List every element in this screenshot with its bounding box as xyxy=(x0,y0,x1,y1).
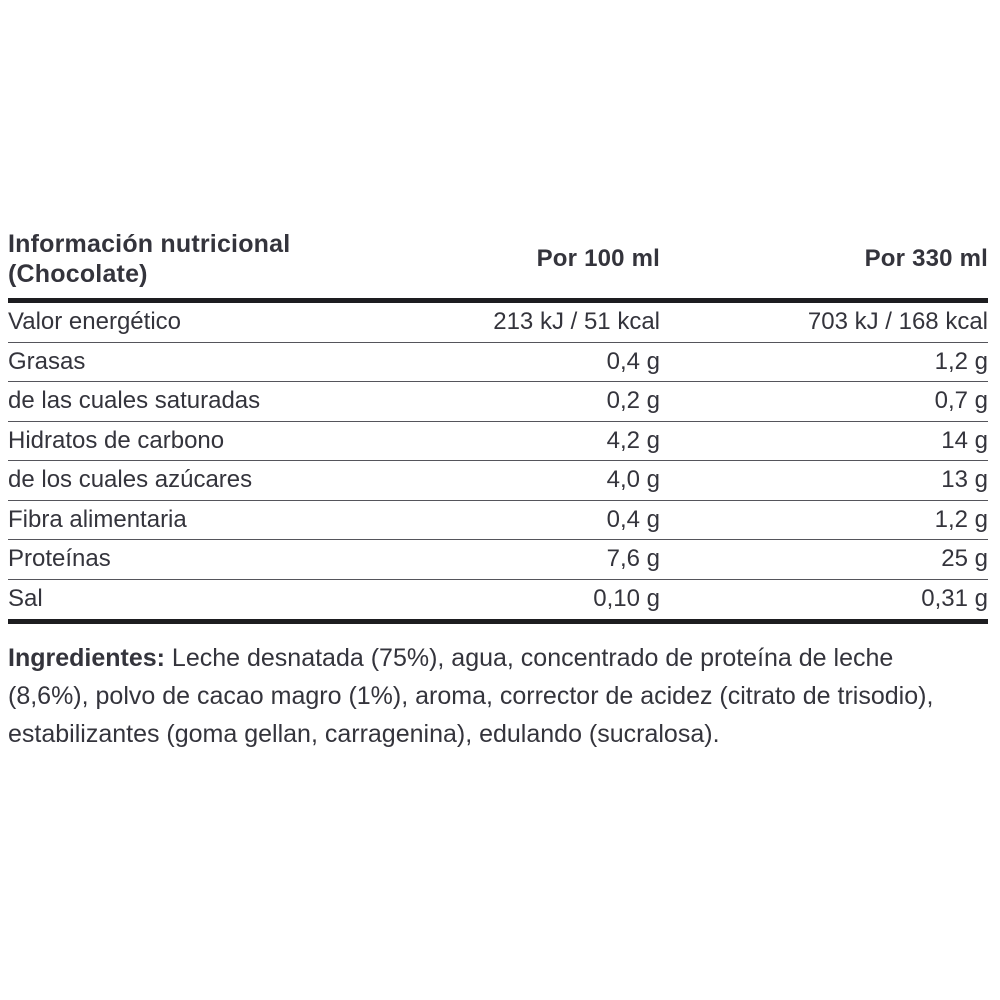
table-title: Información nutricional (Chocolate) xyxy=(8,230,291,288)
nutrient-table-body: Valor energético 213 kJ / 51 kcal 703 kJ… xyxy=(8,303,988,619)
footer-divider xyxy=(8,619,988,624)
nutrient-label: Fibra alimentaria xyxy=(8,505,187,533)
nutrient-value-per-330ml: 14 g xyxy=(941,426,988,454)
nutrient-label: de las cuales saturadas xyxy=(8,387,261,415)
nutrient-label: Sal xyxy=(8,585,43,613)
nutrient-value-per-100ml: 0,4 g xyxy=(606,347,660,375)
table-row: Proteínas 7,6 g 25 g xyxy=(8,540,988,580)
table-row: Fibra alimentaria 0,4 g 1,2 g xyxy=(8,501,988,540)
table-header: Información nutricional (Chocolate) Por … xyxy=(8,222,988,298)
nutrient-value-per-100ml: 7,6 g xyxy=(606,545,660,573)
nutrient-value-per-100ml: 0,10 g xyxy=(593,585,660,613)
nutrient-value-per-330ml: 1,2 g xyxy=(934,505,988,533)
nutrient-value-per-100ml: 213 kJ / 51 kcal xyxy=(493,308,660,336)
nutrient-value-per-330ml: 1,2 g xyxy=(934,347,988,375)
ingredients-paragraph: Ingredientes: Leche desnatada (75%), agu… xyxy=(8,639,970,753)
nutrient-value-per-100ml: 0,4 g xyxy=(606,505,660,533)
ingredients-text: Leche desnatada (75%), agua, concentrado… xyxy=(8,644,941,748)
header-divider xyxy=(8,298,988,303)
nutrient-value-per-100ml: 4,2 g xyxy=(606,426,660,454)
nutrient-label: Proteínas xyxy=(8,545,111,573)
nutrient-label: Hidratos de carbono xyxy=(8,426,225,454)
nutrient-value-per-330ml: 0,7 g xyxy=(934,387,988,415)
nutrient-value-per-100ml: 0,2 g xyxy=(606,387,660,415)
column-header-per-100ml: Por 100 ml xyxy=(536,245,660,272)
nutrient-value-per-330ml: 13 g xyxy=(941,466,988,494)
nutrient-value-per-330ml: 703 kJ / 168 kcal xyxy=(807,308,988,336)
nutrition-facts-panel: Información nutricional (Chocolate) Por … xyxy=(8,222,988,753)
nutrient-label: Grasas xyxy=(8,347,86,375)
nutrient-label: de los cuales azúcares xyxy=(8,466,253,494)
table-row: Hidratos de carbono 4,2 g 14 g xyxy=(8,422,988,461)
table-row: de las cuales saturadas 0,2 g 0,7 g xyxy=(8,382,988,422)
nutrient-value-per-100ml: 4,0 g xyxy=(606,466,660,494)
table-row: Sal 0,10 g 0,31 g xyxy=(8,580,988,620)
table-row: de los cuales azúcares 4,0 g 13 g xyxy=(8,461,988,501)
table-row: Grasas 0,4 g 1,2 g xyxy=(8,343,988,382)
nutrient-label: Valor energético xyxy=(8,308,181,336)
nutrient-value-per-330ml: 25 g xyxy=(941,545,988,573)
ingredients-label: Ingredientes: xyxy=(8,644,165,672)
nutrient-value-per-330ml: 0,31 g xyxy=(921,585,988,613)
column-header-per-330ml: Por 330 ml xyxy=(864,245,988,272)
table-row: Valor energético 213 kJ / 51 kcal 703 kJ… xyxy=(8,303,988,343)
